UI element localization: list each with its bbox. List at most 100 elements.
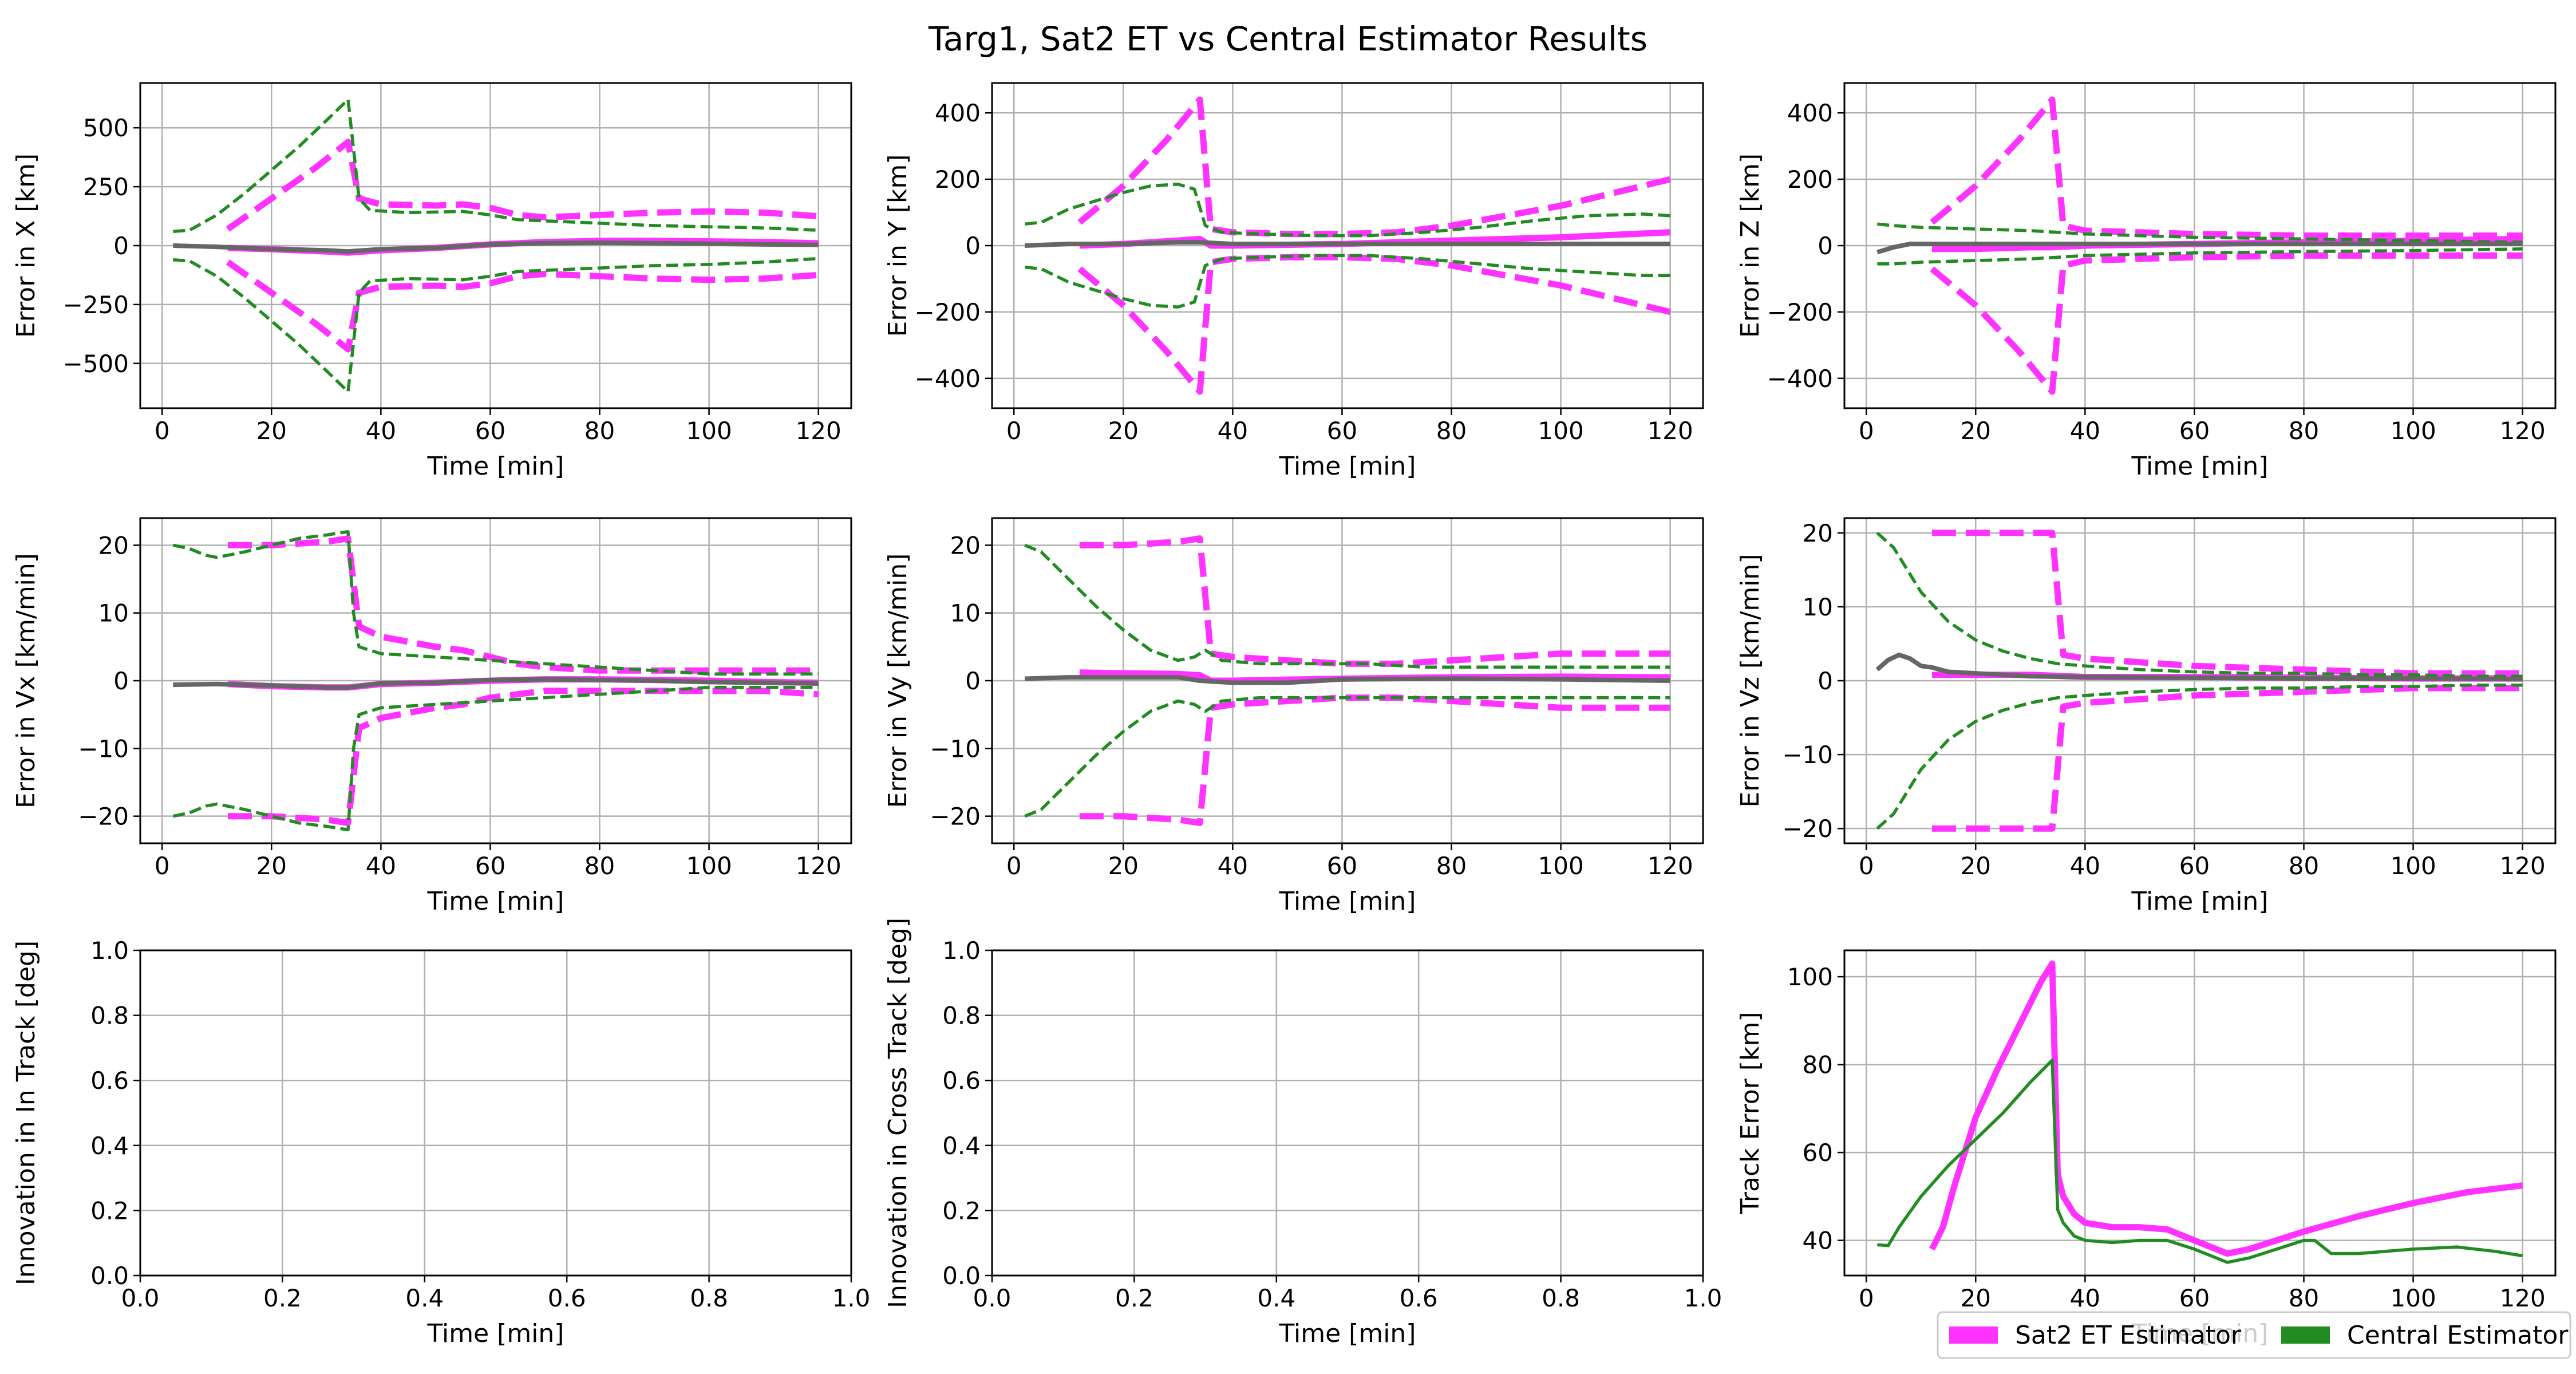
series-line-central-dash [1024,543,1670,669]
series-line-central-dash [172,530,819,676]
axes-frame [1843,82,2557,409]
y-tick-label: 250 [83,173,129,201]
series-line-sat2-dash [1079,694,1670,826]
x-tick-label: 100 [2391,417,2436,445]
axes-frame [1843,949,2557,1277]
x-tick-label: 0.8 [1542,1284,1580,1312]
series-line-central-dash [173,98,819,234]
y-tick-label: 10 [1803,593,1833,621]
x-tick-label: 100 [2391,1284,2436,1312]
x-tick-label: 0.6 [1400,1284,1438,1312]
y-tick-label: −200 [1767,298,1833,326]
series-line-central-mean [1876,242,2523,255]
axes-frame [991,517,1704,844]
x-axis-label: Time [min] [1279,887,1416,916]
legend-label-central: Central Estimator [2347,1321,2569,1350]
x-tick-label: 100 [686,852,732,880]
series-line-sat2-dash [1930,96,2523,239]
x-tick-label: 20 [1961,1284,1991,1312]
y-tick-label: 0.4 [942,1132,981,1160]
x-tick-label: 40 [366,417,396,445]
series-line-sat2-solid [1929,960,2523,1257]
axes-frame [991,82,1704,409]
series-line-central-dash [1024,696,1670,818]
y-tick-label: −10 [1782,741,1833,769]
y-tick-label: 1.0 [942,937,981,965]
series-line-sat2-dash [226,139,819,232]
y-tick-label: −20 [78,803,129,831]
y-tick-label: −20 [1782,815,1833,843]
y-tick-label: −250 [63,291,129,319]
y-tick-label: 60 [1803,1139,1833,1167]
y-tick-label: 0 [1818,667,1833,695]
series-line-sat2-dash [1931,530,2523,677]
x-tick-label: 0 [1006,852,1022,880]
x-tick-label: 0 [1859,417,1874,445]
x-tick-label: 60 [2179,1284,2210,1312]
subplot-vy: 0 20 40 60 80 100 120 −20 −10 0 10 20 Time [min] Erro… [883,517,1704,916]
y-tick-label: 500 [83,114,129,142]
series-line-sat2-dash [1077,96,1671,238]
legend-frame [1937,1311,2571,1359]
x-tick-label: 120 [796,417,841,445]
x-tick-label: 120 [2500,1284,2546,1312]
series-line-central-mean [1025,675,1670,685]
subplot-z: 0 20 40 60 80 100 120 −400 −200 0 200 400 Time [min]… [1736,82,2557,481]
x-axis-label: Time [min] [427,452,564,481]
x-tick-label: 60 [2179,852,2210,880]
x-tick-label: 0.2 [1115,1284,1153,1312]
y-tick-label: −10 [78,735,129,763]
series-line-sat2-dash [1077,254,1671,395]
x-tick-label: 0 [155,417,170,445]
y-tick-label: 400 [1787,99,1833,127]
y-tick-label: 10 [950,599,981,627]
x-tick-label: 60 [475,417,505,445]
x-tick-label: 0 [1006,417,1022,445]
x-tick-label: 0.6 [548,1284,586,1312]
x-tick-label: 40 [2070,1284,2100,1312]
y-axis-label: Error in Y [km] [883,155,912,337]
x-tick-label: 1.0 [832,1284,871,1312]
series-line-central-mean [173,240,819,254]
series-line-sat2-dash [226,259,819,353]
y-tick-label: 0 [965,667,981,695]
y-tick-label: 0.0 [942,1262,981,1290]
x-tick-label: 20 [256,417,287,445]
subplot-vx: 0 20 40 60 80 100 120 −20 −10 0 10 20 Time [min] Erro… [11,517,852,916]
y-axis-label: Error in Vx [km/min] [11,553,41,808]
y-tick-label: −400 [915,365,981,393]
y-axis-label: Innovation in In Track [deg] [11,941,41,1285]
y-axis-label: Track Error [km] [1736,1012,1765,1214]
y-tick-label: 0.6 [942,1067,981,1095]
x-axis-label: Time [min] [2131,887,2269,916]
y-axis-label: Error in Vy [km/min] [883,554,912,808]
x-tick-label: 60 [1327,852,1357,880]
series-line-central-dash [1876,683,2523,830]
y-tick-label: 100 [1787,963,1833,991]
series-line-central-dash [1025,254,1670,309]
x-tick-label: 0.0 [121,1284,160,1312]
y-tick-label: −10 [930,735,981,763]
x-tick-label: 0 [1859,852,1874,880]
series-line-central-dash [1025,183,1670,238]
y-tick-label: 0.0 [90,1262,129,1290]
y-tick-label: 400 [935,99,981,127]
x-axis-label: Time [min] [1279,452,1416,481]
y-tick-label: −400 [1767,365,1833,393]
x-tick-label: 0.0 [973,1284,1012,1312]
y-tick-label: 0.8 [942,1002,981,1030]
subplot-y: 0 20 40 60 80 100 120 −400 −200 0 200 400 Time [min]… [883,82,1704,481]
series-line-sat2-dash [227,535,819,674]
y-tick-label: 0 [113,232,129,260]
subplot-x: 0 20 40 60 80 100 120 −500 −250 0 250 500 Time [min]… [11,82,852,481]
x-tick-label: 120 [1647,417,1693,445]
series-line-sat2-dash [1079,535,1670,667]
y-tick-label: 20 [950,531,981,559]
x-tick-label: 0.4 [405,1284,444,1312]
x-axis-label: Time [min] [2131,452,2269,481]
y-tick-label: −200 [915,298,981,326]
x-tick-label: 100 [2391,852,2436,880]
y-tick-label: 0 [965,232,981,260]
y-tick-label: 0.4 [90,1132,129,1160]
x-tick-label: 0 [155,852,170,880]
